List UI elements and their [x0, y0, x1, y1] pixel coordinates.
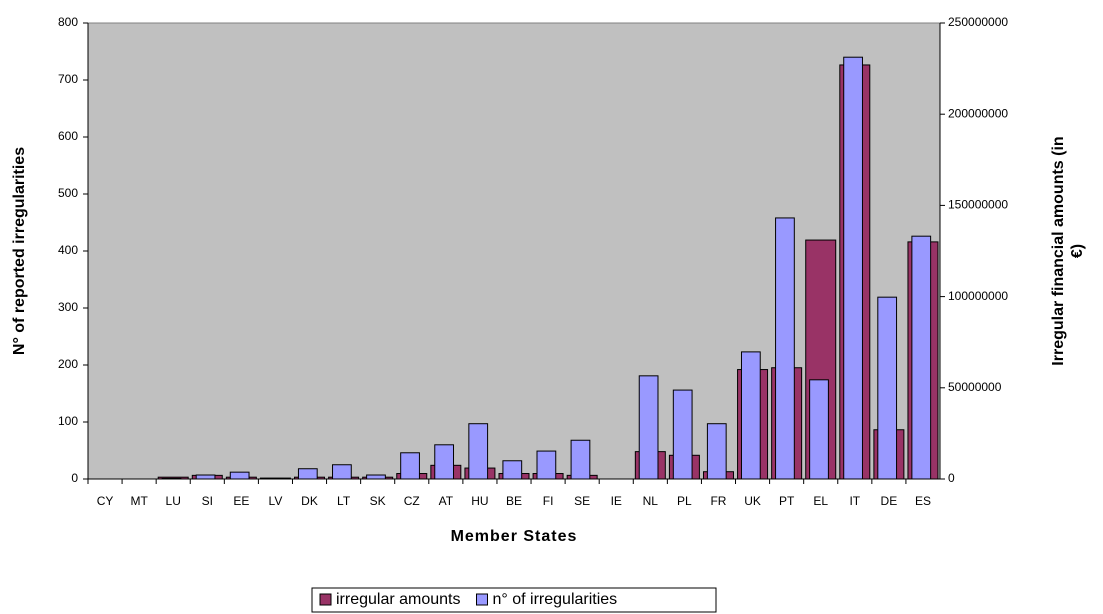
legend-box	[311, 587, 717, 613]
x-tick-label: IE	[611, 494, 622, 508]
y2-tick-label: 150000000	[948, 198, 1008, 212]
x-tick-label: EE	[233, 494, 249, 508]
x-axis-title: Member States	[451, 528, 578, 545]
x-tick-label: IT	[849, 494, 860, 508]
x-tick-label: LT	[337, 494, 351, 508]
x-tick-label: HU	[471, 494, 488, 508]
y-tick-label: 0	[71, 471, 78, 485]
y-tick-label: 500	[58, 186, 78, 200]
bar	[740, 351, 761, 480]
y-tick-label: 200	[58, 357, 78, 371]
y-tick-label: 400	[58, 243, 78, 257]
x-tick-label: AT	[439, 494, 454, 508]
x-tick-label: SI	[202, 494, 213, 508]
legend-swatch	[319, 593, 332, 606]
y2-tick-label: 200000000	[948, 106, 1008, 120]
x-tick-label: UK	[744, 494, 761, 508]
bar	[706, 423, 727, 480]
x-tick-label: BE	[506, 494, 522, 508]
bar	[877, 296, 898, 480]
bar	[195, 474, 216, 480]
bar	[672, 389, 693, 480]
bar	[229, 471, 250, 480]
x-tick-label: EL	[813, 494, 828, 508]
x-tick-label: SK	[370, 494, 386, 508]
y-tick-label: 700	[58, 72, 78, 86]
bar	[570, 439, 591, 480]
x-tick-label: CZ	[404, 494, 420, 508]
x-tick-label: ES	[915, 494, 931, 508]
y-axis-title: N° of reported irregularities	[11, 147, 28, 355]
x-tick-label: LV	[269, 494, 283, 508]
y2-tick-label: 100000000	[948, 289, 1008, 303]
x-tick-label: DK	[301, 494, 318, 508]
y2-tick-label: 250000000	[948, 15, 1008, 29]
x-tick-label: SE	[574, 494, 590, 508]
x-tick-label: CY	[97, 494, 114, 508]
y2-axis-title-line: Irregular financial amounts (in	[1050, 136, 1067, 365]
x-tick-label: PT	[779, 494, 795, 508]
bar	[809, 379, 829, 480]
y-tick-label: 100	[58, 414, 78, 428]
x-tick-label: MT	[130, 494, 148, 508]
y2-tick-label: 50000000	[948, 380, 1002, 394]
x-tick-label: DE	[881, 494, 898, 508]
bar	[332, 464, 352, 480]
bar	[434, 444, 455, 480]
y-tick-label: 300	[58, 300, 78, 314]
x-tick-label: NL	[643, 494, 659, 508]
y2-axis-title: Irregular financial amounts (in €)	[1050, 136, 1086, 365]
bar	[400, 452, 420, 480]
bar	[366, 474, 386, 480]
bar	[536, 450, 557, 480]
y-tick-label: 800	[58, 15, 78, 29]
bar	[911, 235, 932, 480]
bar	[638, 375, 659, 480]
legend-swatch	[476, 593, 488, 606]
x-tick-label: PL	[677, 494, 692, 508]
bar	[468, 423, 489, 480]
x-tick-label: LU	[166, 494, 181, 508]
y2-tick-label: 0	[948, 471, 955, 485]
legend-label: irregular amounts	[336, 591, 461, 608]
x-tick-label: FI	[543, 494, 554, 508]
bar	[502, 460, 523, 480]
bar	[775, 217, 795, 480]
bar	[297, 468, 318, 480]
legend-label: n° of irregularities	[493, 591, 618, 608]
x-tick-label: FR	[710, 494, 726, 508]
y2-axis-title-line: €)	[1069, 244, 1086, 258]
bar	[843, 56, 863, 480]
y-tick-label: 600	[58, 129, 78, 143]
